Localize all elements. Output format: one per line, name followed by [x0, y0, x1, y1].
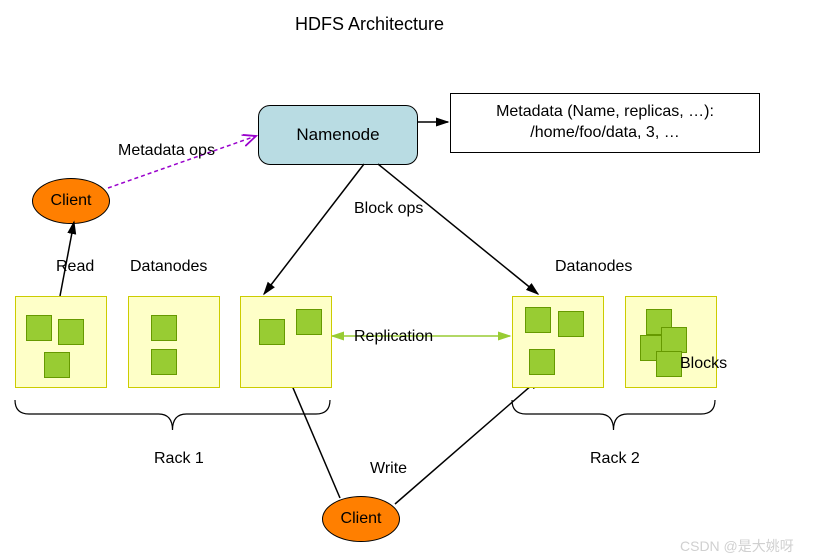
block	[259, 319, 285, 345]
label-datanodes-1: Datanodes	[130, 258, 207, 276]
block	[558, 311, 584, 337]
datanode	[15, 296, 107, 388]
block	[151, 349, 177, 375]
watermark: CSDN @是大姚呀	[680, 536, 794, 556]
client-write-label: Client	[341, 510, 382, 528]
block	[296, 309, 322, 335]
label-datanodes-2: Datanodes	[555, 258, 632, 276]
diagram-title: HDFS Architecture	[295, 14, 444, 35]
connector-layer	[0, 0, 815, 556]
label-rack-2: Rack 2	[590, 450, 640, 468]
block	[151, 315, 177, 341]
block	[529, 349, 555, 375]
client-read: Client	[32, 178, 110, 224]
label-rack-1: Rack 1	[154, 450, 204, 468]
block	[661, 327, 687, 353]
metadata-box: Metadata (Name, replicas, …): /home/foo/…	[450, 93, 760, 153]
diagram-canvas: HDFS Architecture Namenode Metadata (Nam…	[0, 0, 815, 556]
label-write: Write	[370, 460, 407, 478]
block	[44, 352, 70, 378]
namenode-label: Namenode	[296, 125, 379, 145]
block	[58, 319, 84, 345]
client-read-label: Client	[51, 192, 92, 210]
label-block-ops: Block ops	[354, 200, 423, 218]
label-read: Read	[56, 258, 94, 276]
datanode	[625, 296, 717, 388]
label-replication: Replication	[354, 328, 433, 346]
datanode	[512, 296, 604, 388]
namenode-box: Namenode	[258, 105, 418, 165]
metadata-line2: /home/foo/data, 3, …	[451, 123, 759, 144]
block	[525, 307, 551, 333]
client-write: Client	[322, 496, 400, 542]
block	[26, 315, 52, 341]
datanode	[240, 296, 332, 388]
metadata-line1: Metadata (Name, replicas, …):	[451, 102, 759, 123]
datanode	[128, 296, 220, 388]
label-metadata-ops: Metadata ops	[118, 142, 215, 160]
label-blocks: Blocks	[680, 355, 727, 373]
block	[656, 351, 682, 377]
